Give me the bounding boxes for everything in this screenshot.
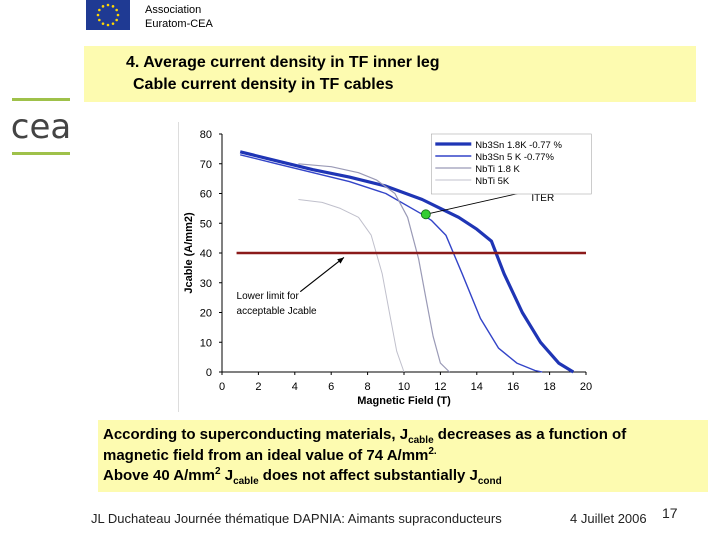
- title-line1: 4. Average current density in TF inner l…: [126, 54, 440, 71]
- text-line3: Above 40 A/mm2 Jcable does not affect su…: [103, 466, 502, 487]
- annotation-text-line1: Lower limit for: [237, 291, 300, 302]
- text-line3-sub2: cond: [477, 476, 502, 487]
- x-tick-label: 0: [219, 381, 225, 393]
- eu-star: [98, 8, 101, 12]
- legend-label-4: NbTi 5K: [475, 176, 510, 187]
- x-tick-label: 2: [255, 381, 261, 393]
- eu-star: [111, 5, 115, 8]
- x-tick-label: 20: [580, 381, 592, 393]
- iter-leader-line: [425, 190, 532, 215]
- footer-author: JL Duchateau Journée thématique DAPNIA: …: [91, 511, 502, 526]
- text-line1-sub: cable: [408, 435, 434, 446]
- title-box: 4. Average current density in TF inner l…: [84, 46, 696, 102]
- annotation-arrow-head: [337, 257, 344, 264]
- y-tick-label: 20: [200, 308, 212, 320]
- text-line2-sup: 2.: [428, 446, 437, 457]
- x-tick-label: 10: [398, 381, 410, 393]
- cea-logo-icon: cea: [10, 96, 72, 158]
- text-line2: magnetic field from an ideal value of 74…: [103, 446, 437, 464]
- footer-date: 4 Juillet 2006: [570, 511, 647, 526]
- x-tick-label: 4: [292, 381, 298, 393]
- text-line3-c: does not affect substantially J: [258, 467, 478, 484]
- x-tick-label: 12: [434, 381, 446, 393]
- legend-label-3: NbTi 1.8 K: [475, 164, 520, 175]
- page-number: 17: [662, 505, 678, 521]
- series-line-4: [298, 199, 405, 373]
- x-axis-label: Magnetic Field (T): [357, 395, 451, 407]
- legend-label-1: Nb3Sn 1.8K -0.77 %: [475, 140, 562, 151]
- eu-star: [98, 18, 101, 22]
- text-line1-a: According to superconducting materials, …: [103, 426, 409, 443]
- y-tick-label: 10: [200, 337, 212, 349]
- iter-label: ITER: [531, 193, 554, 204]
- series-line-2: [240, 154, 543, 373]
- svg-text:cea: cea: [11, 107, 71, 147]
- y-tick-label: 60: [200, 189, 212, 201]
- legend-label-2: Nb3Sn 5 K -0.77%: [475, 152, 554, 163]
- y-axis-label: Jcable (A/mm2): [183, 212, 195, 294]
- text-line2-a: magnetic field from an ideal value of 74…: [103, 447, 429, 464]
- series-line-3: [298, 163, 450, 373]
- y-tick-label: 40: [200, 248, 212, 260]
- x-tick-label: 18: [543, 381, 555, 393]
- text-line3-sub: cable: [233, 476, 259, 487]
- eu-star: [106, 23, 110, 27]
- eu-star: [101, 22, 105, 25]
- eu-star: [116, 13, 120, 17]
- text-line3-sup: 2: [214, 466, 221, 477]
- text-line1: According to superconducting materials, …: [103, 426, 626, 446]
- annotation-text-line2: acceptable Jcable: [237, 306, 317, 317]
- y-tick-label: 0: [206, 367, 212, 379]
- y-tick-label: 30: [200, 278, 212, 290]
- eu-star: [101, 5, 105, 8]
- text-line3-b: J: [220, 467, 234, 484]
- x-tick-label: 14: [471, 381, 483, 393]
- title-line2: Cable current density in TF cables: [133, 76, 394, 93]
- y-tick-label: 80: [200, 129, 212, 141]
- iter-point: [420, 209, 431, 220]
- eu-star: [115, 8, 118, 12]
- text-box: According to superconducting materials, …: [98, 420, 708, 492]
- association-label: Association Euratom-CEA: [145, 3, 213, 31]
- series-line-1: [239, 150, 575, 374]
- eu-star: [111, 22, 115, 25]
- x-tick-label: 16: [507, 381, 519, 393]
- y-tick-label: 50: [200, 218, 212, 230]
- x-tick-label: 8: [365, 381, 371, 393]
- eu-flag-icon: [86, 0, 130, 30]
- x-tick-label: 6: [328, 381, 334, 393]
- assoc-line1: Association: [145, 4, 202, 16]
- text-line3-a: Above 40 A/mm: [103, 467, 215, 484]
- chart: 0 10 20 30 40 50 60 70 80 0 2 4 6 8 10 12 14 16 18 20 Magnet…: [177, 122, 598, 412]
- annotation-arrow-shaft: [299, 256, 345, 293]
- text-line1-b: decreases as a function of: [433, 426, 627, 443]
- y-tick-label: 70: [200, 159, 212, 171]
- eu-star: [96, 13, 100, 17]
- eu-star: [106, 3, 110, 7]
- assoc-line2: Euratom-CEA: [145, 18, 213, 30]
- eu-star: [115, 18, 118, 22]
